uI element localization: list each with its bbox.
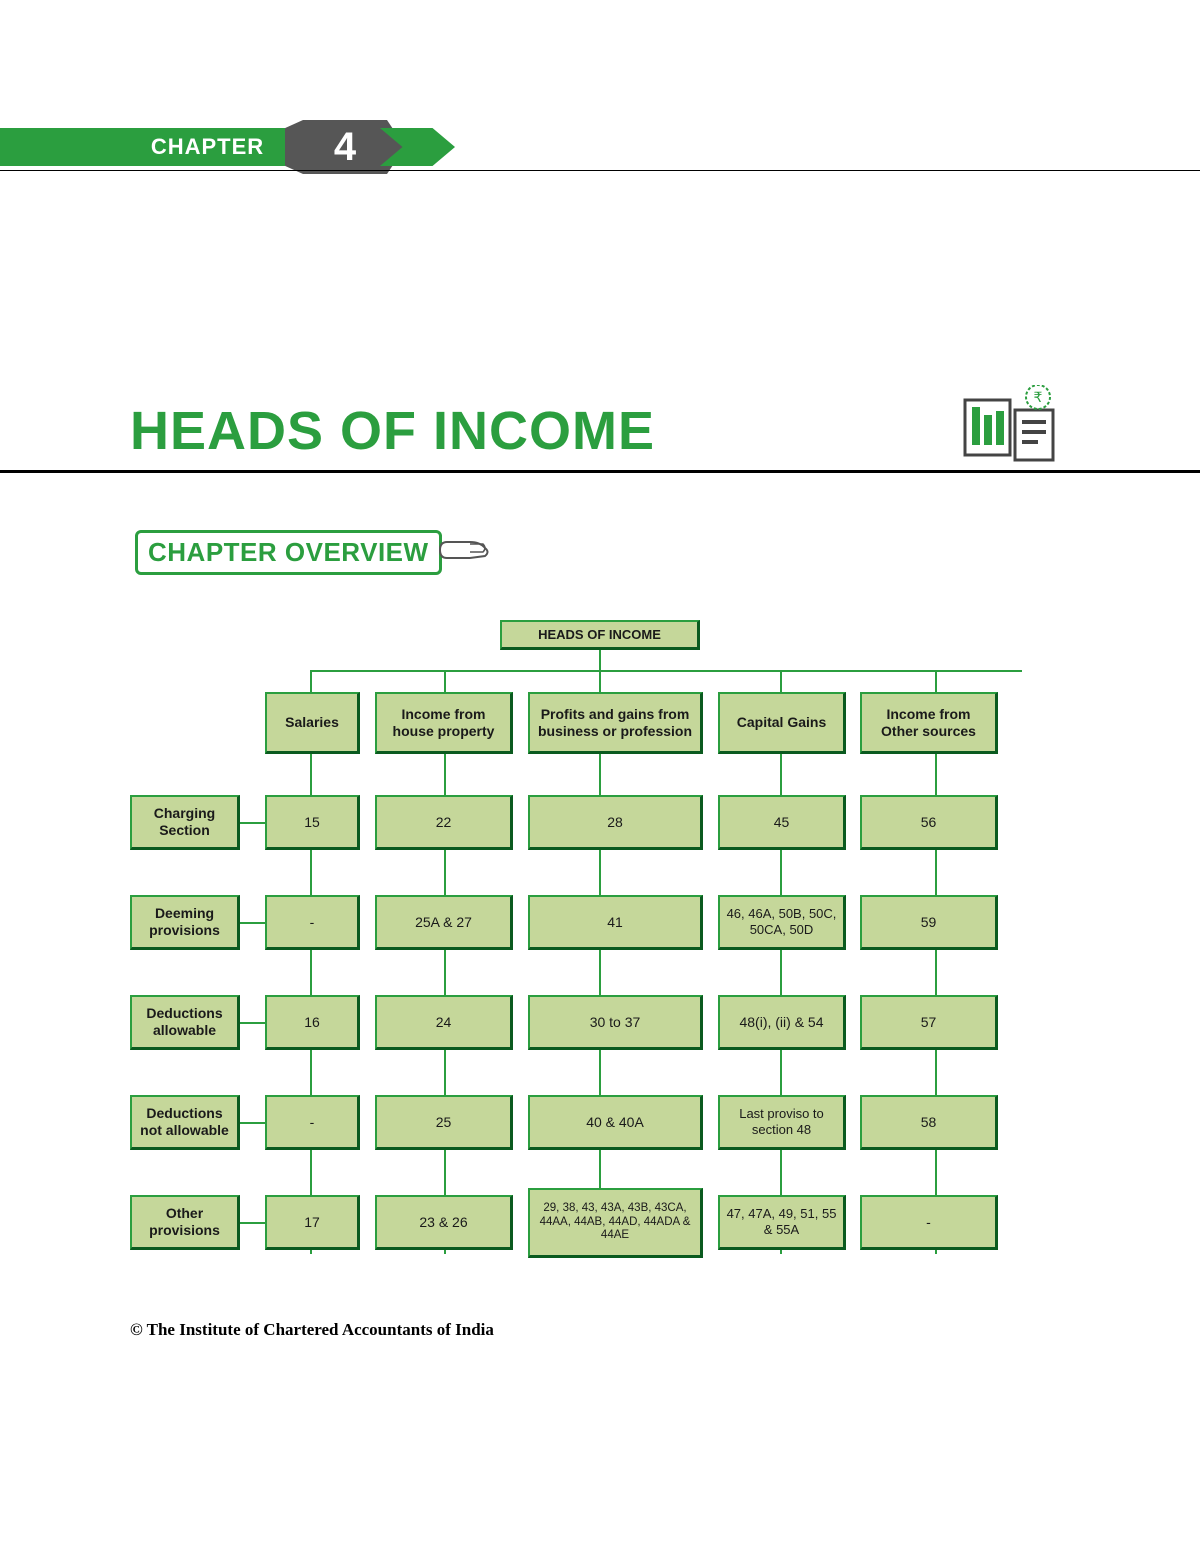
flowchart-cell: 24 bbox=[375, 995, 513, 1050]
flowchart-cell: 57 bbox=[860, 995, 998, 1050]
copyright-footer: © The Institute of Chartered Accountants… bbox=[130, 1320, 494, 1340]
flowchart-cell: 28 bbox=[528, 795, 703, 850]
col-header: Income from Other sources bbox=[860, 692, 998, 754]
row-label: Other provisions bbox=[130, 1195, 240, 1250]
col-header: Capital Gains bbox=[718, 692, 846, 754]
title-underline bbox=[0, 470, 1200, 473]
chapter-banner: CHAPTER 4 bbox=[0, 120, 500, 170]
overview-label: CHAPTER OVERVIEW bbox=[135, 530, 442, 575]
flowchart-root: HEADS OF INCOME bbox=[500, 620, 700, 650]
col-header: Salaries bbox=[265, 692, 360, 754]
flowchart-cell: 58 bbox=[860, 1095, 998, 1150]
flowchart-cell: 56 bbox=[860, 795, 998, 850]
flowchart-cell: 15 bbox=[265, 795, 360, 850]
pointing-hand-icon bbox=[435, 530, 495, 570]
flowchart-cell: - bbox=[265, 1095, 360, 1150]
flowchart-cell: Last proviso to section 48 bbox=[718, 1095, 846, 1150]
flowchart-cell: - bbox=[860, 1195, 998, 1250]
col-header: Income from house property bbox=[375, 692, 513, 754]
chapter-label: CHAPTER bbox=[130, 128, 285, 166]
row-label: Deeming provisions bbox=[130, 895, 240, 950]
connector bbox=[935, 670, 937, 692]
flowchart-cell: 59 bbox=[860, 895, 998, 950]
overview-section: CHAPTER OVERVIEW bbox=[135, 530, 442, 575]
banner-green-strip bbox=[0, 128, 130, 166]
flowchart-cell: 25A & 27 bbox=[375, 895, 513, 950]
connector bbox=[310, 670, 312, 692]
col-header: Profits and gains from business or profe… bbox=[528, 692, 703, 754]
flowchart-cell: - bbox=[265, 895, 360, 950]
chapter-number: 4 bbox=[334, 125, 356, 170]
flowchart-cell: 40 & 40A bbox=[528, 1095, 703, 1150]
chapter-underline bbox=[0, 170, 1200, 171]
page-title: HEADS OF INCOME bbox=[130, 400, 1070, 462]
connector bbox=[444, 670, 446, 692]
flowchart-cell: 23 & 26 bbox=[375, 1195, 513, 1250]
flowchart-cell: 25 bbox=[375, 1095, 513, 1150]
flowchart-cell: 17 bbox=[265, 1195, 360, 1250]
flowchart-cell: 22 bbox=[375, 795, 513, 850]
svg-text:₹: ₹ bbox=[1034, 389, 1043, 405]
flowchart-cell: 48(i), (ii) & 54 bbox=[718, 995, 846, 1050]
connector bbox=[780, 670, 782, 692]
income-icon: ₹ bbox=[960, 385, 1060, 465]
row-label: Charging Section bbox=[130, 795, 240, 850]
banner-arrow: 4 bbox=[285, 120, 455, 174]
connector bbox=[599, 650, 601, 670]
flowchart-cell: 46, 46A, 50B, 50C, 50CA, 50D bbox=[718, 895, 846, 950]
flowchart-cell: 29, 38, 43, 43A, 43B, 43CA, 44AA, 44AB, … bbox=[528, 1188, 703, 1258]
connector bbox=[599, 670, 601, 692]
flowchart-cell: 47, 47A, 49, 51, 55 & 55A bbox=[718, 1195, 846, 1250]
row-label: Deductions allowable bbox=[130, 995, 240, 1050]
title-section: HEADS OF INCOME ₹ bbox=[130, 400, 1070, 462]
flowchart-cell: 45 bbox=[718, 795, 846, 850]
connector bbox=[310, 670, 1022, 672]
row-label: Deductions not allowable bbox=[130, 1095, 240, 1150]
flowchart-cell: 16 bbox=[265, 995, 360, 1050]
flowchart-cell: 41 bbox=[528, 895, 703, 950]
flowchart-cell: 30 to 37 bbox=[528, 995, 703, 1050]
